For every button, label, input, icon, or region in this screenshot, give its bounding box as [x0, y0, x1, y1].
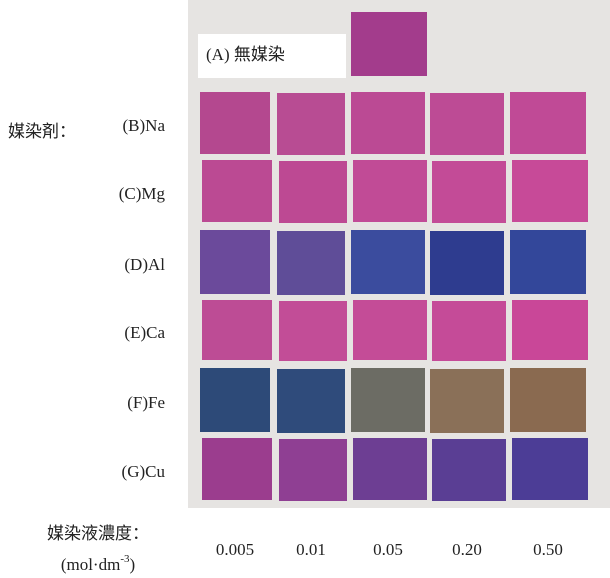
swatch	[510, 92, 586, 154]
concentration: 0.20	[452, 540, 482, 559]
row-label: (E)Ca	[124, 323, 165, 342]
swatch	[430, 93, 504, 155]
swatch	[277, 369, 345, 433]
swatch	[430, 369, 504, 433]
row-label: (G)Cu	[122, 462, 166, 481]
concentration: 0.005	[216, 540, 254, 559]
swatch	[512, 438, 588, 500]
row-label: (B)Na	[123, 116, 166, 135]
swatch	[510, 230, 586, 294]
swatch	[202, 300, 272, 360]
swatch	[200, 230, 270, 294]
swatch	[432, 161, 506, 223]
swatch	[432, 439, 506, 501]
figure: (A) 無媒染 媒染剤： 媒染液濃度： (mol·dm-3) (B)Na (C)M…	[0, 0, 610, 578]
swatch	[351, 12, 427, 76]
swatch	[353, 160, 427, 222]
swatch	[512, 300, 588, 360]
unit-close: )	[130, 555, 136, 574]
swatch	[200, 92, 270, 154]
swatch	[351, 368, 425, 432]
concentration-label: 媒染液濃度：	[47, 524, 149, 543]
top-label: (A) 無媒染	[206, 45, 285, 64]
swatch	[430, 231, 504, 295]
concentration: 0.50	[533, 540, 563, 559]
swatch	[353, 438, 427, 500]
row-label: (D)Al	[124, 255, 165, 274]
swatch	[510, 368, 586, 432]
concentration: 0.01	[296, 540, 326, 559]
swatch	[351, 92, 425, 154]
unit: (mol·dm-3)	[61, 553, 135, 574]
swatch	[202, 438, 272, 500]
swatch	[512, 160, 588, 222]
concentration: 0.05	[373, 540, 403, 559]
swatch	[277, 231, 345, 295]
swatch	[277, 93, 345, 155]
row-label: (F)Fe	[127, 393, 165, 412]
swatch	[279, 301, 347, 361]
swatch	[202, 160, 272, 222]
mordant-prefix: 媒染剤：	[8, 122, 76, 141]
unit-open: (mol·dm	[61, 555, 121, 574]
swatch	[200, 368, 270, 432]
swatch	[279, 439, 347, 501]
row-label: (C)Mg	[119, 184, 166, 203]
swatch	[353, 300, 427, 360]
swatch	[279, 161, 347, 223]
swatch	[432, 301, 506, 361]
swatch	[351, 230, 425, 294]
